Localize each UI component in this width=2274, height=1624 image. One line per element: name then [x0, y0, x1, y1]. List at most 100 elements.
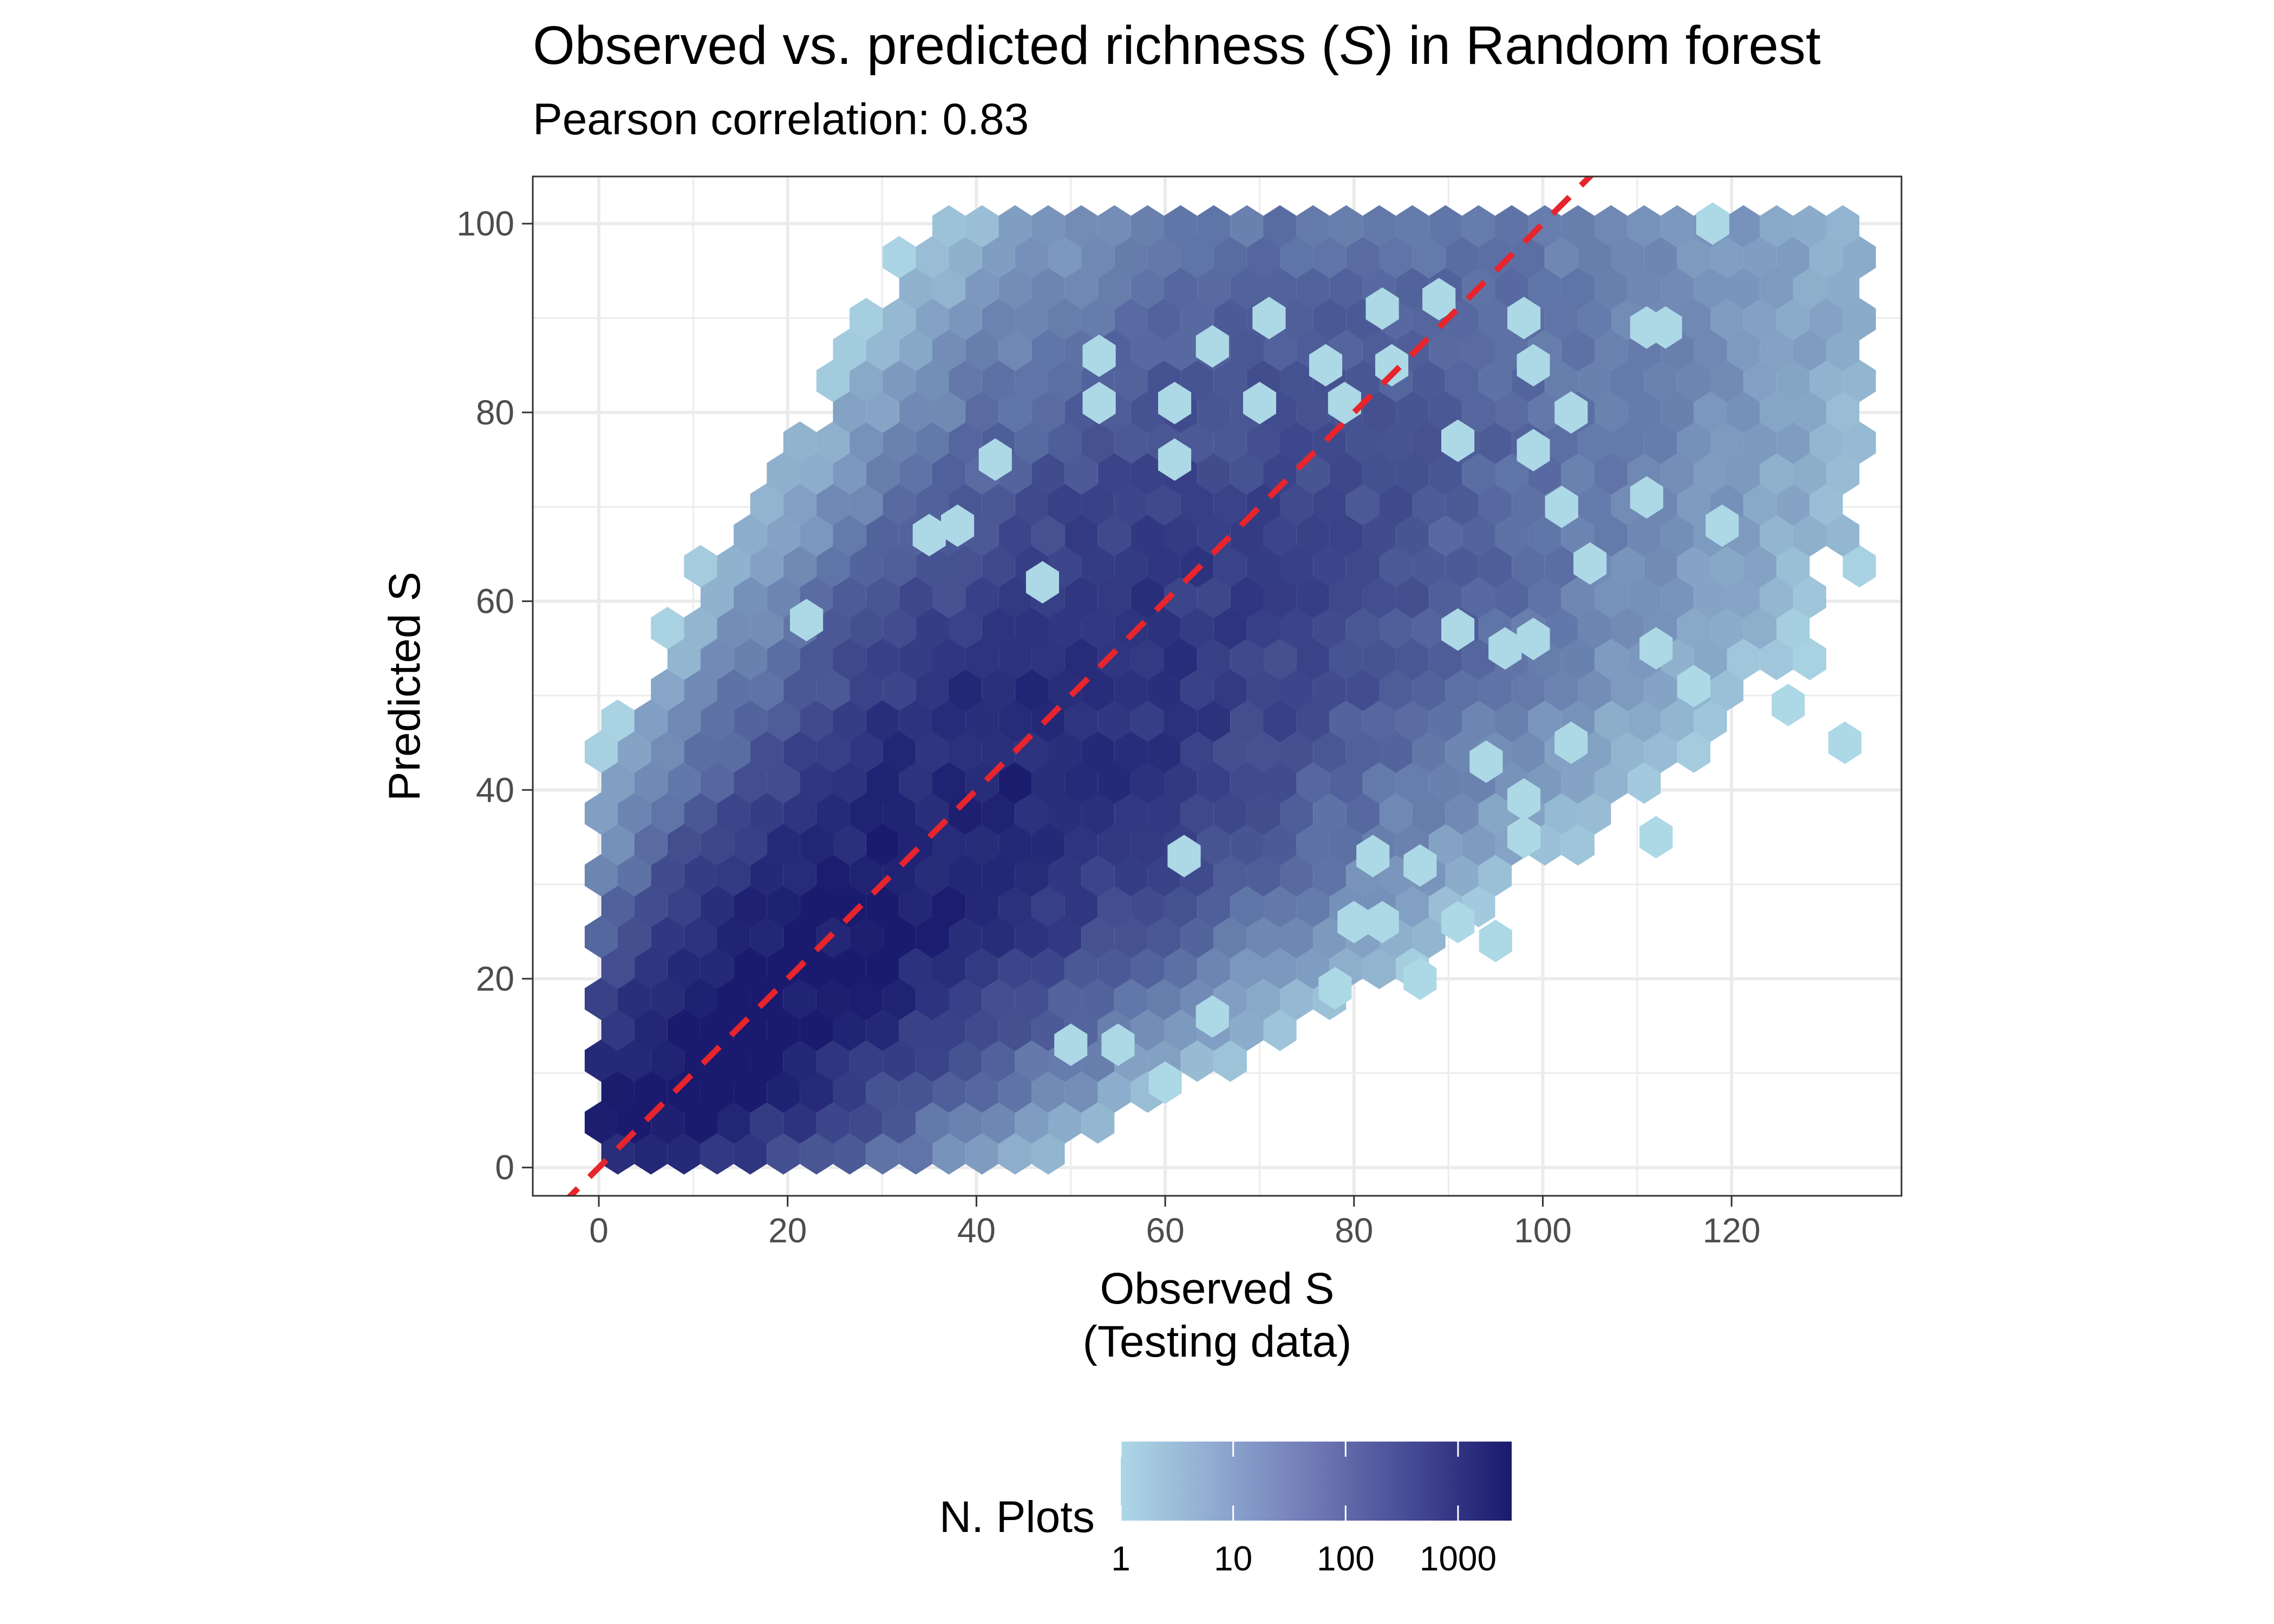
- hexbin-cell: [667, 823, 701, 866]
- hexbin-cell: [700, 575, 734, 619]
- hexbin-cell: [1064, 267, 1098, 310]
- hexbin-cell-outlier: [1365, 287, 1399, 330]
- hexbin-cell: [816, 483, 850, 526]
- hexbin-cell: [750, 607, 783, 650]
- hexbin-cell: [783, 669, 816, 711]
- hexbin-cell: [899, 575, 932, 619]
- hexbin-cell: [1611, 669, 1644, 711]
- hexbin-cell: [1031, 761, 1065, 804]
- hexbin-cell: [1661, 699, 1694, 742]
- hexbin-cell: [1147, 792, 1181, 835]
- hexbin-cell: [866, 761, 899, 804]
- hexbin-cell: [1710, 236, 1744, 279]
- hexbin-cell: [1280, 421, 1314, 464]
- hexbin-cell: [1263, 452, 1297, 495]
- hexbin-cell: [1131, 699, 1164, 742]
- hexbin-cell: [1097, 761, 1131, 804]
- hexbin-cell: [584, 792, 618, 835]
- hexbin-cell: [717, 1039, 750, 1082]
- hexbin-cell: [1379, 421, 1413, 464]
- hexbin-cell: [1710, 421, 1744, 464]
- hexbin-cell: [1412, 730, 1446, 773]
- hexbin-cell: [1842, 359, 1876, 402]
- hexbin-cell: [1727, 329, 1760, 371]
- hexbin-cell: [1197, 946, 1231, 990]
- hexbin-cell: [1842, 545, 1876, 588]
- hexbin-cell-outlier: [1554, 721, 1588, 764]
- hexbin-cell: [618, 1039, 651, 1082]
- hexbin-cell: [1396, 514, 1429, 557]
- hexbin-cell: [1760, 329, 1793, 371]
- hexbin-cell: [965, 205, 999, 248]
- hexbin-cell: [634, 1070, 668, 1113]
- hexbin-cell: [932, 823, 966, 866]
- hexbin-cell: [866, 1070, 899, 1113]
- hexbin-cell: [1246, 669, 1280, 711]
- hexbin-cell: [1296, 823, 1330, 866]
- hexbin-cell-outlier: [1573, 542, 1607, 585]
- hexbin-cell: [1064, 946, 1098, 990]
- hexbin-cell: [1478, 421, 1512, 464]
- hexbin-cell: [1015, 669, 1048, 711]
- hexbin-cell: [1743, 359, 1777, 402]
- hexbin-cell-outlier: [1677, 665, 1710, 708]
- hexbin-cell: [1478, 298, 1512, 340]
- hexbin-cell: [717, 730, 750, 773]
- hexbin-cell: [1412, 607, 1446, 650]
- hexbin-cell: [816, 854, 850, 897]
- hexbin-cell: [1694, 638, 1727, 680]
- hexbin-cell: [734, 1132, 767, 1175]
- hexbin-cell: [1031, 514, 1065, 557]
- hexbin-cell: [982, 915, 1015, 959]
- hexbin-cell-outlier: [1639, 816, 1673, 859]
- hexbin-cell: [651, 1039, 684, 1082]
- hexbin-cell: [1015, 236, 1048, 279]
- hexbin-cell: [1031, 329, 1065, 371]
- hexbin-cell: [1379, 483, 1413, 526]
- hexbin-cell: [816, 421, 850, 464]
- hexbin-cells: [584, 202, 1876, 1175]
- hexbin-cell: [1313, 607, 1347, 650]
- hexbin-cell: [667, 699, 701, 742]
- hexbin-cell: [734, 1009, 767, 1051]
- hexbin-cell: [1429, 514, 1462, 557]
- hexbin-cell: [949, 915, 982, 959]
- hexbin-cell: [1048, 792, 1082, 835]
- hexbin-cell: [1213, 1039, 1247, 1082]
- hexbin-cell: [1694, 329, 1727, 371]
- hexbin-cell: [1114, 792, 1148, 835]
- hexbin-cell: [1545, 298, 1578, 340]
- hexbin-cell: [1594, 452, 1628, 495]
- hexbin-cell: [998, 699, 1032, 742]
- hexbin-cell: [1147, 236, 1181, 279]
- hexbin-cell: [1743, 298, 1777, 340]
- hexbin-cell: [1015, 915, 1048, 959]
- hexbin-cell: [1329, 823, 1363, 866]
- hexbin-cell: [1081, 854, 1115, 897]
- hexbin-cell: [1263, 1009, 1297, 1051]
- hexbin-cell: [916, 977, 949, 1020]
- hexbin-cell: [850, 792, 883, 835]
- hexbin-cell-outlier: [1441, 608, 1475, 651]
- hexbin-cell: [1396, 699, 1429, 742]
- hexbin-cell: [816, 545, 850, 588]
- hexbin-cell-outlier: [1375, 344, 1409, 387]
- hexbin-cell: [1081, 483, 1115, 526]
- hexbin-cell: [1743, 236, 1777, 279]
- hexbin-cell-outlier: [1630, 306, 1663, 349]
- hexbin-cell: [1114, 854, 1148, 897]
- hexbin-cell: [1694, 390, 1727, 433]
- hexbin-cell: [998, 267, 1032, 310]
- hexbin-cell: [1164, 885, 1198, 928]
- hexbin-cell: [1164, 699, 1198, 742]
- hexbin-cell: [998, 823, 1032, 866]
- hexbin-cell: [1346, 545, 1380, 588]
- hexbin-cell: [1031, 267, 1065, 310]
- hexbin-cell: [1694, 699, 1727, 742]
- hexbin-cell: [932, 1132, 966, 1175]
- hexbin-cell: [949, 854, 982, 897]
- hexbin-cell: [750, 545, 783, 588]
- hexbin-cell: [1015, 792, 1048, 835]
- hexbin-cell: [1296, 761, 1330, 804]
- hexbin-cell: [965, 638, 999, 680]
